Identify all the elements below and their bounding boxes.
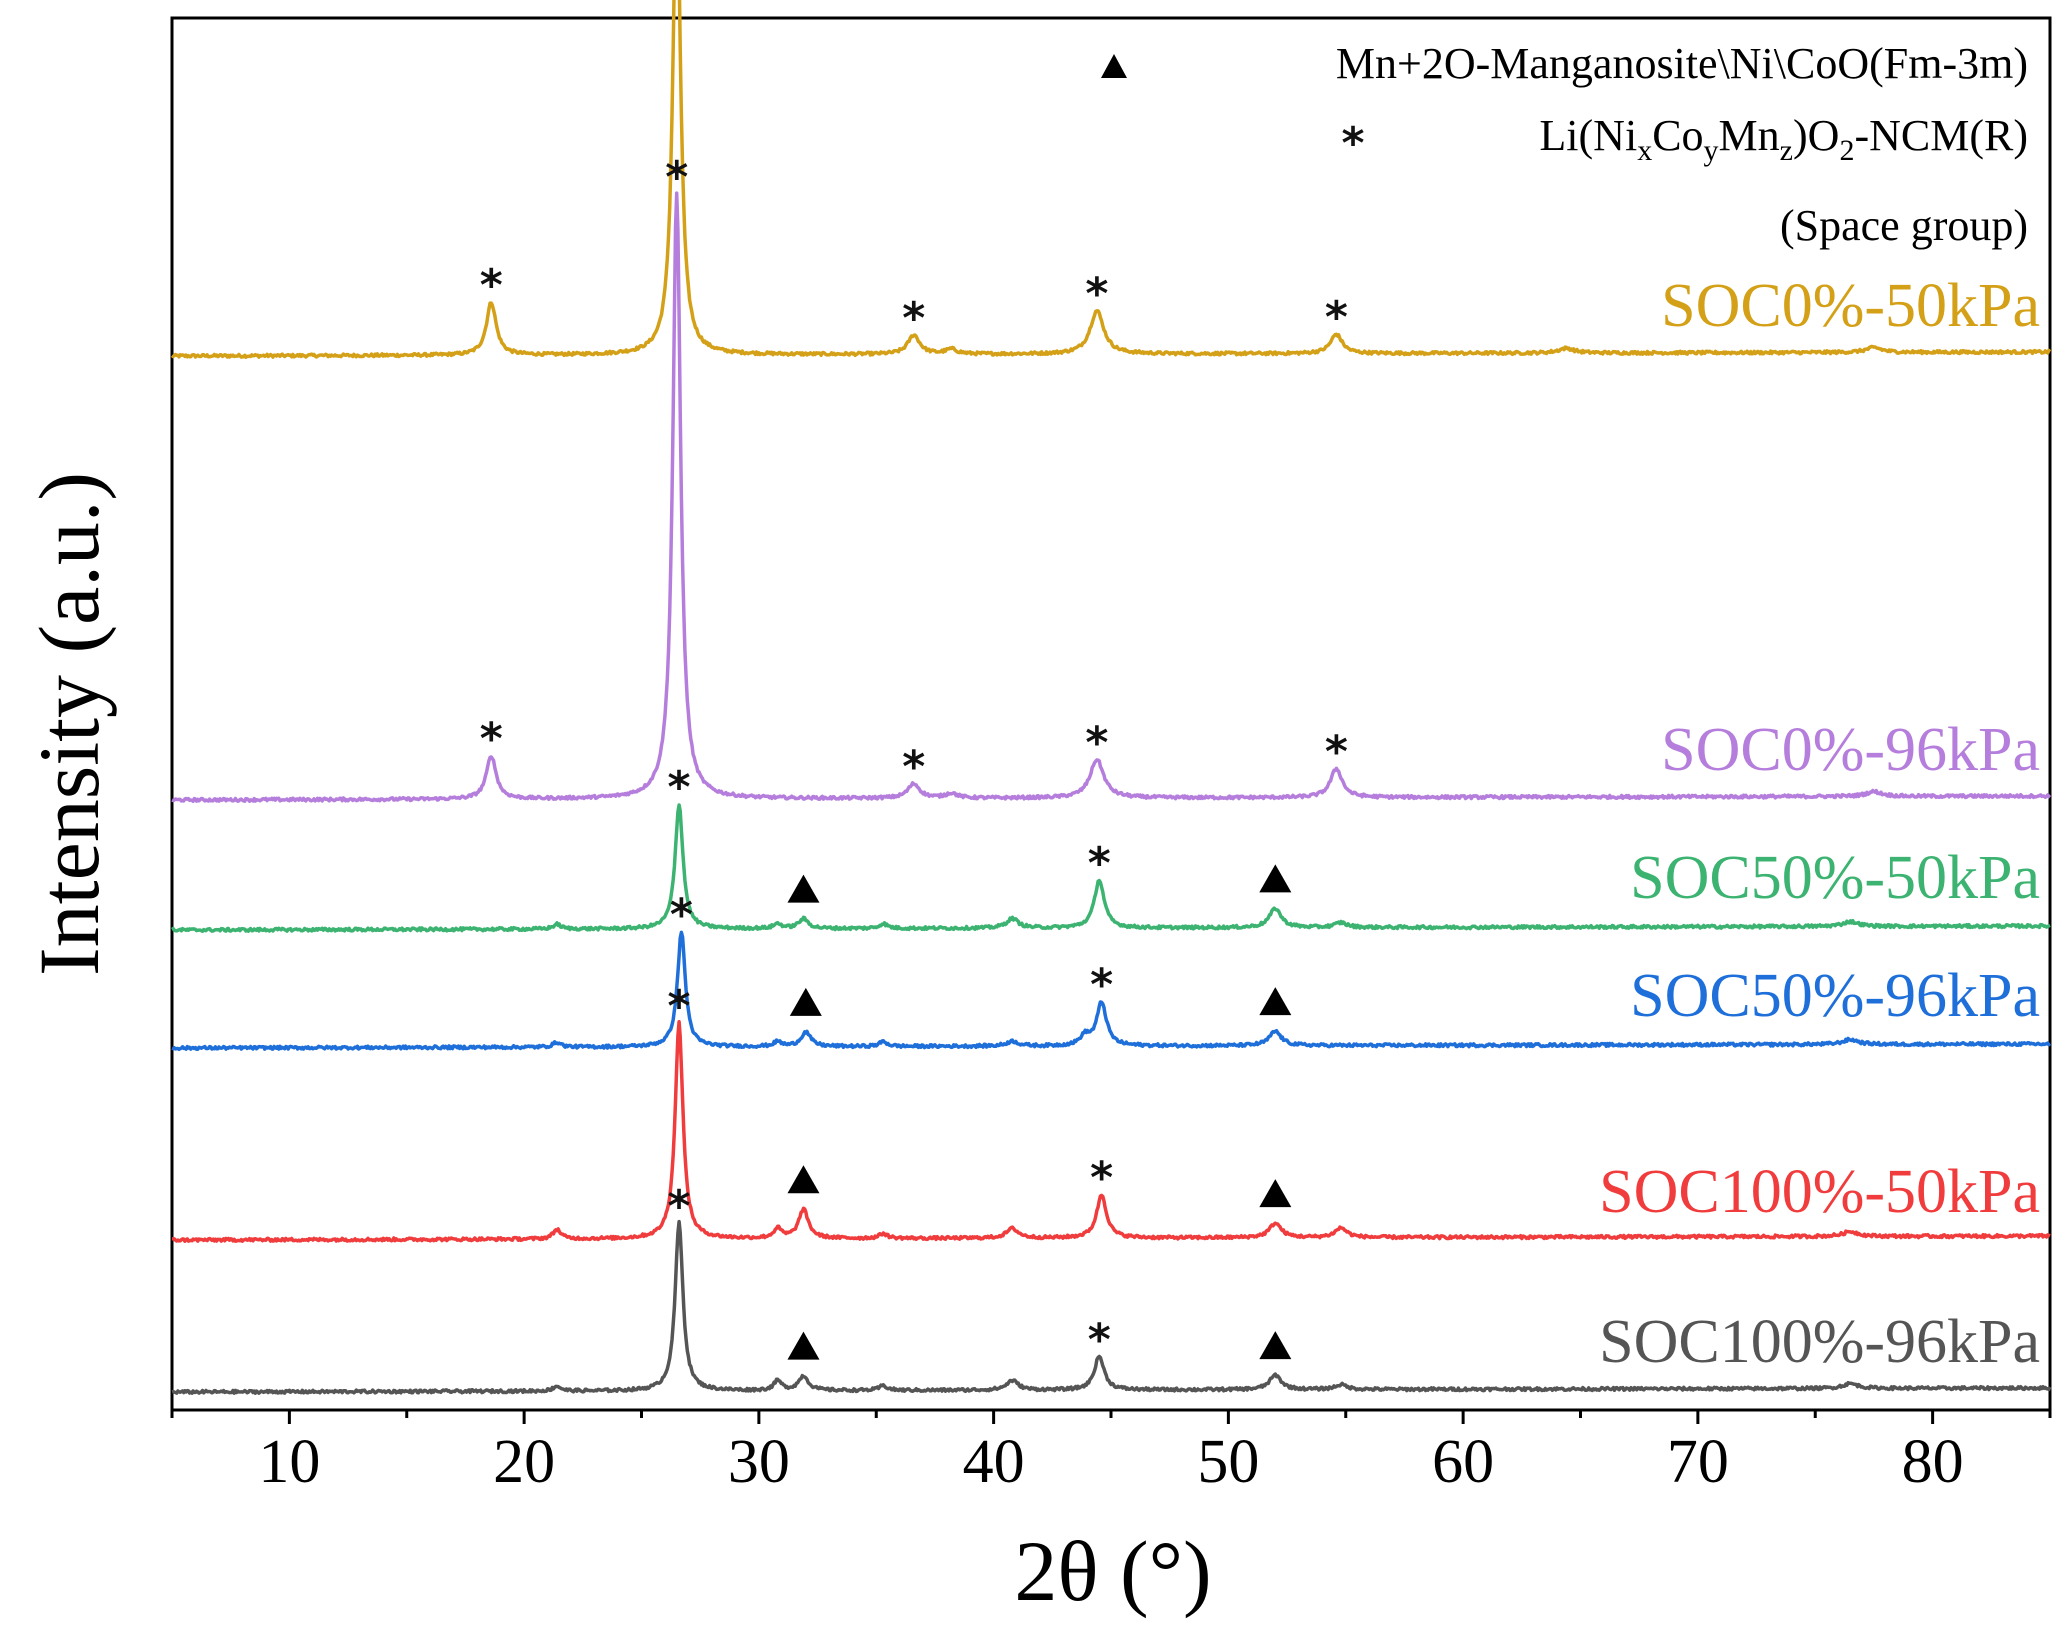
legend-triangle-icon [1101, 54, 1127, 78]
series-line-SOC0%-50kPa [170, 0, 2052, 359]
peak-marker-triangle [1259, 1331, 1292, 1360]
series-line-SOC100%-50kPa [171, 1019, 2051, 1243]
x-tick-label: 70 [1667, 1428, 1729, 1496]
y-axis-title: Intensity (a.u.) [21, 472, 117, 976]
peak-marker-triangle [787, 874, 820, 903]
series-label: SOC0%-50kPa [1661, 272, 2040, 340]
x-tick-label: 10 [258, 1428, 320, 1496]
peak-marker-star: * [1325, 727, 1348, 778]
peak-marker-star: * [902, 293, 925, 344]
peak-marker-star: * [1088, 838, 1111, 889]
x-tick-label: 50 [1197, 1428, 1259, 1496]
peak-marker-star: * [1325, 292, 1348, 343]
x-axis-title: 2θ (°) [1014, 1523, 1211, 1619]
series-label: SOC100%-50kPa [1599, 1158, 2040, 1226]
series-label: SOC100%-96kPa [1599, 1308, 2040, 1376]
peak-marker-star: * [902, 742, 925, 793]
legend: Mn+2O-Manganosite\Ni\CoO(Fm-3m) * Li(Nix… [1101, 39, 2028, 250]
series-line-SOC0%-96kPa [171, 191, 2052, 804]
peak-marker-star: * [480, 714, 503, 765]
peak-marker-triangle [1259, 864, 1292, 893]
peak-marker-star: * [1085, 717, 1108, 768]
peak-marker-triangle [787, 1331, 820, 1360]
peak-marker-triangle [1259, 1179, 1292, 1208]
peak-marker-star: * [670, 890, 693, 941]
series-line-SOC100%-96kPa [171, 1219, 2052, 1395]
peak-marker-triangle [787, 1165, 820, 1194]
peak-marker-star: * [1090, 1153, 1113, 1204]
peak-marker-star: * [668, 981, 691, 1032]
peak-marker-star: * [668, 1181, 691, 1232]
peak-marker-triangle [1259, 987, 1292, 1016]
x-tick-label: 80 [1902, 1428, 1964, 1496]
legend-label-space-group: (Space group) [1780, 201, 2028, 250]
x-tick-label: 60 [1432, 1428, 1494, 1496]
peak-marker-star: * [1090, 960, 1113, 1011]
peak-marker-layer: ****************** [480, 152, 1348, 1365]
series-line-SOC50%-96kPa [171, 930, 2052, 1052]
x-tick-label: 20 [493, 1428, 555, 1496]
legend-star-icon: * [1341, 118, 1364, 169]
peak-marker-triangle [789, 987, 822, 1016]
legend-label-ncm: Li(NixCoyMnz)O2-NCM(R) [1539, 111, 2028, 167]
series-label: SOC50%-96kPa [1630, 962, 2040, 1030]
peak-marker-star: * [668, 762, 691, 813]
legend-label-manganosite: Mn+2O-Manganosite\Ni\CoO(Fm-3m) [1336, 39, 2028, 88]
peak-marker-star: * [1085, 269, 1108, 320]
x-tick-label: 30 [728, 1428, 790, 1496]
series-line-SOC50%-50kPa [171, 803, 2051, 934]
series-layer [170, 0, 2052, 1395]
x-tick-layer: 10 20 30 40 50 60 70 80 [170, 1410, 2052, 1496]
peak-marker-star: * [1088, 1314, 1111, 1365]
x-tick-label: 40 [963, 1428, 1025, 1496]
series-label: SOC0%-96kPa [1661, 716, 2040, 784]
series-label: SOC50%-50kPa [1630, 844, 2040, 912]
peak-marker-star: * [480, 260, 503, 311]
peak-marker-star: * [665, 152, 688, 203]
series-label-layer: SOC0%-50kPa SOC0%-96kPa SOC50%-50kPa SOC50%… [1599, 272, 2040, 1376]
